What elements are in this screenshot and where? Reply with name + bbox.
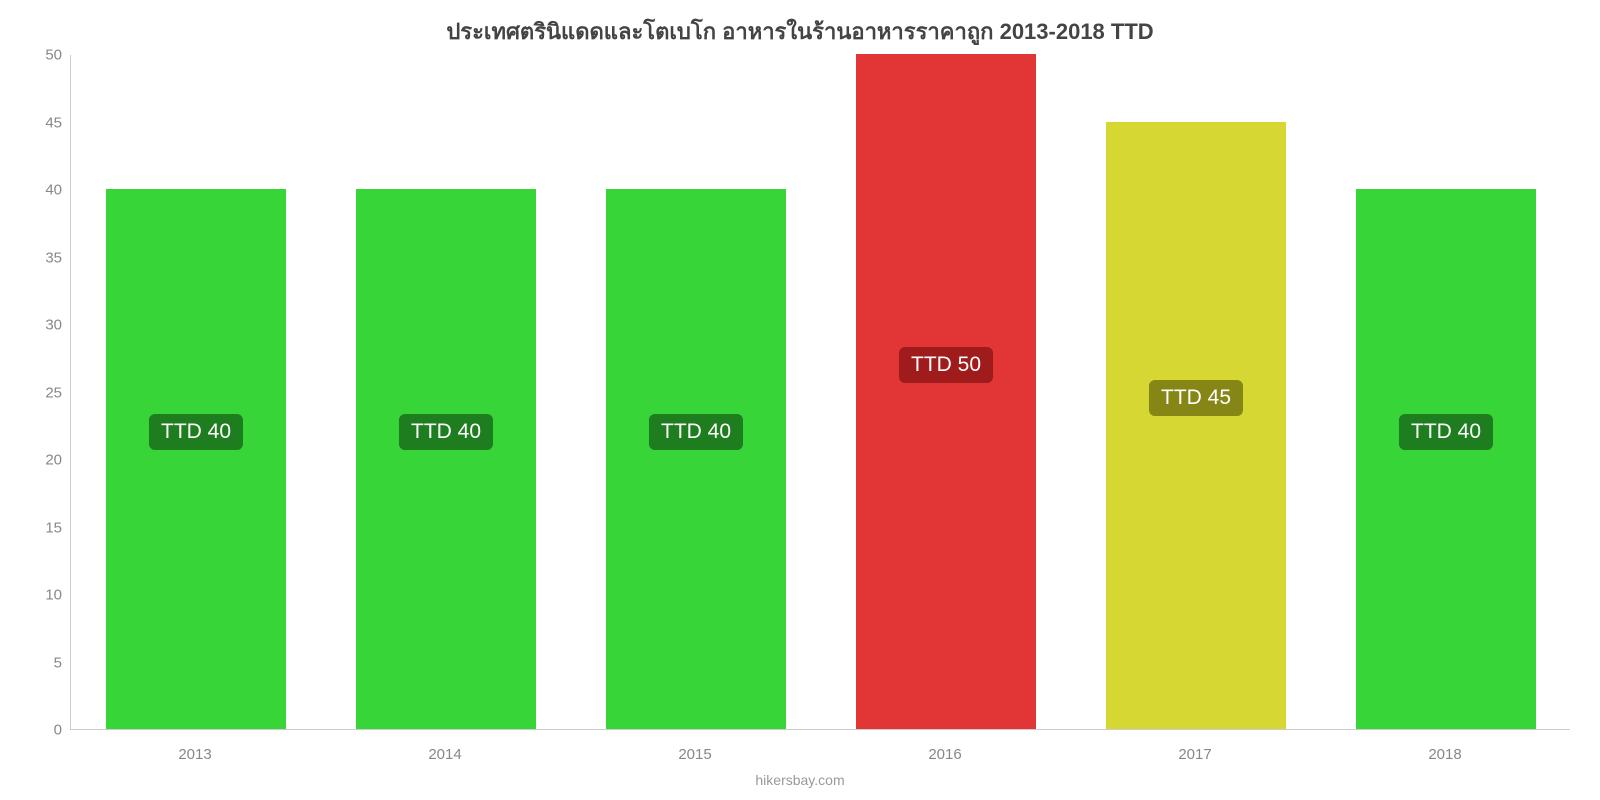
x-tick-label: 2014 — [428, 746, 461, 763]
bar: TTD 40 — [1356, 189, 1536, 729]
y-tick-label: 45 — [45, 114, 62, 131]
bar: TTD 45 — [1106, 122, 1286, 730]
bar-value-label: TTD 40 — [399, 414, 493, 450]
x-tick-label: 2015 — [678, 746, 711, 763]
y-tick-label: 0 — [54, 722, 62, 739]
bar: TTD 50 — [856, 54, 1036, 729]
y-tick-label: 25 — [45, 384, 62, 401]
y-tick-label: 15 — [45, 519, 62, 536]
bar-value-label: TTD 40 — [649, 414, 743, 450]
bar-chart: ประเทศตรินิแดดและโตเบโก อาหารในร้านอาหาร… — [0, 0, 1600, 800]
y-tick-label: 30 — [45, 317, 62, 334]
bar-value-label: TTD 40 — [149, 414, 243, 450]
x-tick-label: 2013 — [178, 746, 211, 763]
bar-value-label: TTD 45 — [1149, 380, 1243, 416]
y-tick-label: 10 — [45, 587, 62, 604]
x-tick-label: 2018 — [1428, 746, 1461, 763]
y-tick-label: 35 — [45, 249, 62, 266]
y-tick-label: 20 — [45, 452, 62, 469]
y-tick-label: 50 — [45, 47, 62, 64]
x-tick-label: 2017 — [1178, 746, 1211, 763]
chart-footer: hikersbay.com — [0, 772, 1600, 788]
x-tick-label: 2016 — [928, 746, 961, 763]
y-axis: 05101520253035404550 — [0, 55, 70, 730]
x-axis: 2013 2014 2015 2016 2017 2018 — [70, 740, 1570, 770]
plot-area: TTD 40 TTD 40 TTD 40 TTD 50 TTD 45 TTD 40 — [70, 55, 1570, 730]
bar: TTD 40 — [106, 189, 286, 729]
bar: TTD 40 — [606, 189, 786, 729]
bar-value-label: TTD 50 — [899, 347, 993, 383]
chart-title: ประเทศตรินิแดดและโตเบโก อาหารในร้านอาหาร… — [0, 14, 1600, 49]
y-tick-label: 40 — [45, 182, 62, 199]
y-tick-label: 5 — [54, 654, 62, 671]
bar: TTD 40 — [356, 189, 536, 729]
bar-value-label: TTD 40 — [1399, 414, 1493, 450]
